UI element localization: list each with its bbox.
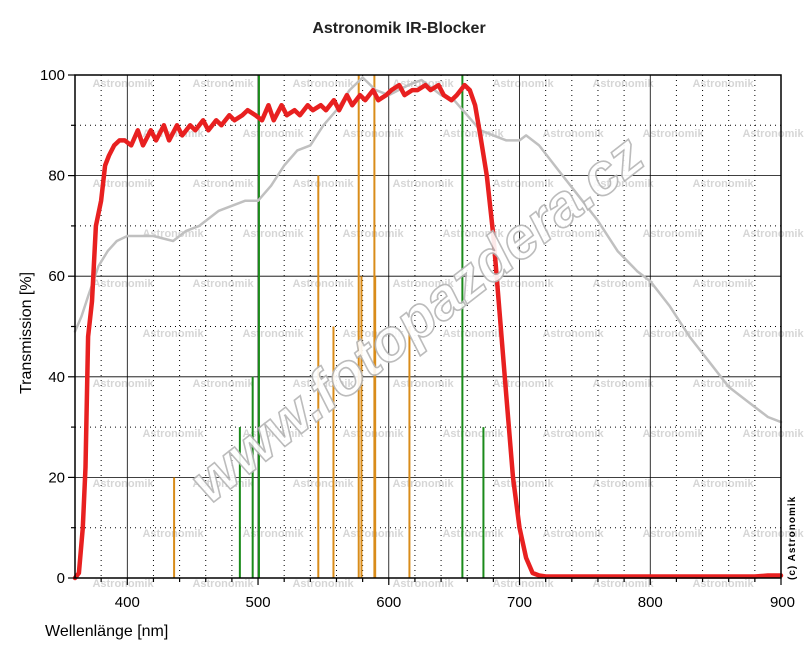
watermark-text: Astronomik [192,78,254,90]
watermark-text: Astronomik [642,228,704,240]
watermark-text: Astronomik [392,278,454,290]
watermark-text: Astronomik [492,278,554,290]
watermark-text: Astronomik [392,178,454,190]
series-line [72,82,784,581]
x-tick-label: 600 [376,594,401,611]
watermark-text: Astronomik [442,128,504,140]
watermark-text: Astronomik [692,178,754,190]
watermark-text: Astronomik [542,128,604,140]
watermark-text: Astronomik [392,578,454,590]
watermark-text: Astronomik [442,428,504,440]
watermark-text: Astronomik [292,278,354,290]
watermark-text: Astronomik [92,578,154,590]
watermark-text: Astronomik [142,228,204,240]
watermark-text: Astronomik [542,528,604,540]
watermark-text: Astronomik [292,178,354,190]
watermark-text: Astronomik [642,528,704,540]
watermark-text: Astronomik [592,278,654,290]
watermark-text: Astronomik [742,328,804,340]
x-axis-label: Wellenlänge [nm] [45,623,168,640]
x-tick-label: 900 [770,594,795,611]
x-tick-label: 400 [115,594,140,611]
watermark-text: Astronomik [192,278,254,290]
watermark-text: Astronomik [192,178,254,190]
watermark-text: Astronomik [142,428,204,440]
watermark-text: Astronomik [292,78,354,90]
watermark-text: Astronomik [542,328,604,340]
watermark-text: Astronomik [192,378,254,390]
y-tick-label: 40 [48,369,65,386]
x-tick-label: 500 [246,594,271,611]
watermark-text: Astronomik [242,228,304,240]
copyright-label: (c) Astronomik [787,496,798,580]
watermark-text: Astronomik [592,78,654,90]
watermark-text: Astronomik [492,578,554,590]
watermark-text: Astronomik [642,328,704,340]
watermark-text: Astronomik [242,128,304,140]
watermark-text: Astronomik [742,428,804,440]
watermark-text: Astronomik [442,228,504,240]
x-tick-label: 800 [638,594,663,611]
watermark-text: Astronomik [542,228,604,240]
watermark-text: Astronomik [392,478,454,490]
watermark-text: Astronomik [742,528,804,540]
watermark-text: Astronomik [92,478,154,490]
watermark-text: Astronomik [742,128,804,140]
watermark-text: Astronomik [142,328,204,340]
watermark-text: Astronomik [92,378,154,390]
watermark-text: Astronomik [442,328,504,340]
watermark-text: Astronomik [692,78,754,90]
watermark-text: Astronomik [292,578,354,590]
watermark-text: Astronomik [492,178,554,190]
watermark-text: Astronomik [192,578,254,590]
emission-lines [173,75,485,578]
y-tick-label: 0 [57,570,65,587]
x-tick-label: 700 [507,594,532,611]
series-line [73,76,783,424]
watermark-text: Astronomik [92,78,154,90]
watermark-text: Astronomik [542,428,604,440]
watermark-text: Astronomik [742,228,804,240]
watermark-text: Astronomik [92,278,154,290]
watermark-text: Astronomik [492,378,554,390]
series-layer [72,76,784,581]
y-tick-label: 60 [48,268,65,285]
y-tick-label: 20 [48,469,65,486]
watermark-text: Astronomik [492,478,554,490]
watermark-text: Astronomik [242,328,304,340]
axis-ticks: 400 500 600 700 800 900 0 20 40 60 80 100 [40,67,795,611]
watermark-text: Astronomik [642,428,704,440]
y-tick-label: 100 [40,67,65,84]
y-tick-label: 80 [48,168,65,185]
watermark-text: Astronomik [592,378,654,390]
watermark-text: Astronomik [492,78,554,90]
watermark-text: Astronomik [92,178,154,190]
watermark-text: Astronomik [292,478,354,490]
watermark-text: Astronomik [692,478,754,490]
y-axis-label: Transmission [%] [18,272,35,394]
watermark-text: Astronomik [292,378,354,390]
watermark-text: Astronomik [692,278,754,290]
watermark-text: Astronomik [442,528,504,540]
chart-title: Astronomik IR-Blocker [312,20,485,37]
watermark-text: Astronomik [692,378,754,390]
watermark-text: Astronomik [592,578,654,590]
watermark-text: Astronomik [392,378,454,390]
watermark-text: Astronomik [592,478,654,490]
watermark-text: Astronomik [642,128,704,140]
watermark-text: Astronomik [592,178,654,190]
watermark-text: Astronomik [692,578,754,590]
